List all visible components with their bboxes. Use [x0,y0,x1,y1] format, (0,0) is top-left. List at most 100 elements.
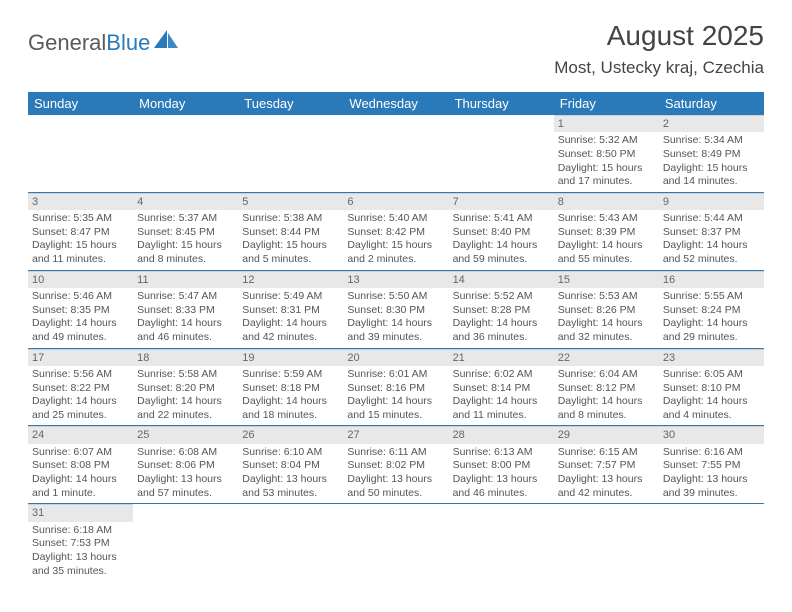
logo: GeneralBlue [28,30,180,56]
sunset-text: Sunset: 8:18 PM [242,382,339,396]
day-number: 30 [659,426,764,443]
day-number: 4 [133,193,238,210]
daylight-text: Daylight: 13 hours and 53 minutes. [242,473,339,500]
day-number: 22 [554,349,659,366]
sunrise-text: Sunrise: 6:04 AM [558,368,655,382]
day-number: 10 [28,271,133,288]
calendar-day: 1Sunrise: 5:32 AMSunset: 8:50 PMDaylight… [554,115,659,192]
calendar-day-empty [659,504,764,581]
weekday-header: Thursday [449,92,554,115]
day-number: 1 [554,115,659,132]
daylight-text: Daylight: 14 hours and 42 minutes. [242,317,339,344]
calendar-day: 2Sunrise: 5:34 AMSunset: 8:49 PMDaylight… [659,115,764,192]
sunset-text: Sunset: 8:39 PM [558,226,655,240]
day-number: 21 [449,349,554,366]
calendar-day: 25Sunrise: 6:08 AMSunset: 8:06 PMDayligh… [133,426,238,504]
daylight-text: Daylight: 14 hours and 11 minutes. [453,395,550,422]
sunset-text: Sunset: 8:00 PM [453,459,550,473]
sunset-text: Sunset: 7:55 PM [663,459,760,473]
daylight-text: Daylight: 14 hours and 55 minutes. [558,239,655,266]
sunrise-text: Sunrise: 5:46 AM [32,290,129,304]
sunset-text: Sunset: 8:35 PM [32,304,129,318]
sunset-text: Sunset: 8:22 PM [32,382,129,396]
sunrise-text: Sunrise: 5:41 AM [453,212,550,226]
sunset-text: Sunset: 8:47 PM [32,226,129,240]
sunset-text: Sunset: 8:44 PM [242,226,339,240]
sunrise-text: Sunrise: 6:01 AM [347,368,444,382]
daylight-text: Daylight: 15 hours and 11 minutes. [32,239,129,266]
daylight-text: Daylight: 14 hours and 49 minutes. [32,317,129,344]
calendar-day: 26Sunrise: 6:10 AMSunset: 8:04 PMDayligh… [238,426,343,504]
sunrise-text: Sunrise: 5:37 AM [137,212,234,226]
day-number: 11 [133,271,238,288]
sunrise-text: Sunrise: 5:35 AM [32,212,129,226]
sunset-text: Sunset: 8:20 PM [137,382,234,396]
sunrise-text: Sunrise: 5:53 AM [558,290,655,304]
month-title: August 2025 [554,20,764,52]
calendar-day: 9Sunrise: 5:44 AMSunset: 8:37 PMDaylight… [659,192,764,270]
logo-text-2: Blue [106,30,150,56]
daylight-text: Daylight: 14 hours and 32 minutes. [558,317,655,344]
day-number: 17 [28,349,133,366]
day-number: 31 [28,504,133,521]
sunrise-text: Sunrise: 6:18 AM [32,524,129,538]
day-number: 13 [343,271,448,288]
calendar-week: 24Sunrise: 6:07 AMSunset: 8:08 PMDayligh… [28,426,764,504]
daylight-text: Daylight: 15 hours and 5 minutes. [242,239,339,266]
sunset-text: Sunset: 8:49 PM [663,148,760,162]
day-number: 3 [28,193,133,210]
day-number: 18 [133,349,238,366]
daylight-text: Daylight: 14 hours and 18 minutes. [242,395,339,422]
calendar-day: 21 Sunrise: 6:02 AMSunset: 8:14 PMDayligh… [449,348,554,426]
daylight-text: Daylight: 14 hours and 22 minutes. [137,395,234,422]
weekday-header: Tuesday [238,92,343,115]
sunset-text: Sunset: 8:26 PM [558,304,655,318]
sunrise-text: Sunrise: 6:02 AM [453,368,550,382]
day-number: 9 [659,193,764,210]
sunrise-text: Sunrise: 5:59 AM [242,368,339,382]
sunrise-text: Sunrise: 6:07 AM [32,446,129,460]
daylight-text: Daylight: 14 hours and 25 minutes. [32,395,129,422]
logo-text-1: General [28,30,106,56]
calendar-week: 1Sunrise: 5:32 AMSunset: 8:50 PMDaylight… [28,115,764,192]
day-number: 12 [238,271,343,288]
calendar-day: 18Sunrise: 5:58 AMSunset: 8:20 PMDayligh… [133,348,238,426]
daylight-text: Daylight: 14 hours and 46 minutes. [137,317,234,344]
calendar-day-empty [449,115,554,192]
weekday-header: Monday [133,92,238,115]
calendar-day: 14Sunrise: 5:52 AMSunset: 8:28 PMDayligh… [449,270,554,348]
calendar-week: 31Sunrise: 6:18 AMSunset: 7:53 PMDayligh… [28,504,764,581]
calendar-week: 3Sunrise: 5:35 AMSunset: 8:47 PMDaylight… [28,192,764,270]
day-number: 27 [343,426,448,443]
daylight-text: Daylight: 14 hours and 4 minutes. [663,395,760,422]
sunset-text: Sunset: 8:50 PM [558,148,655,162]
calendar-table: SundayMondayTuesdayWednesdayThursdayFrid… [28,92,764,581]
sunset-text: Sunset: 8:14 PM [453,382,550,396]
calendar-day-empty [449,504,554,581]
sunrise-text: Sunrise: 5:43 AM [558,212,655,226]
sunset-text: Sunset: 8:31 PM [242,304,339,318]
sunset-text: Sunset: 8:24 PM [663,304,760,318]
calendar-day: 27Sunrise: 6:11 AMSunset: 8:02 PMDayligh… [343,426,448,504]
sunset-text: Sunset: 8:37 PM [663,226,760,240]
calendar-day: 30Sunrise: 6:16 AMSunset: 7:55 PMDayligh… [659,426,764,504]
day-number: 24 [28,426,133,443]
calendar-day: 31Sunrise: 6:18 AMSunset: 7:53 PMDayligh… [28,504,133,581]
sunset-text: Sunset: 7:53 PM [32,537,129,551]
calendar-day-empty [343,115,448,192]
sunrise-text: Sunrise: 5:55 AM [663,290,760,304]
day-number: 29 [554,426,659,443]
daylight-text: Daylight: 14 hours and 52 minutes. [663,239,760,266]
day-number: 7 [449,193,554,210]
daylight-text: Daylight: 13 hours and 50 minutes. [347,473,444,500]
day-number: 8 [554,193,659,210]
calendar-day-empty [554,504,659,581]
sunrise-text: Sunrise: 6:16 AM [663,446,760,460]
sunrise-text: Sunrise: 5:50 AM [347,290,444,304]
sunset-text: Sunset: 8:02 PM [347,459,444,473]
calendar-body: 1Sunrise: 5:32 AMSunset: 8:50 PMDaylight… [28,115,764,581]
day-number: 25 [133,426,238,443]
sunset-text: Sunset: 8:06 PM [137,459,234,473]
calendar-day: 3 Sunrise: 5:35 AMSunset: 8:47 PMDaylight… [28,192,133,270]
calendar-day: 8 Sunrise: 5:43 AMSunset: 8:39 PMDaylight… [554,192,659,270]
